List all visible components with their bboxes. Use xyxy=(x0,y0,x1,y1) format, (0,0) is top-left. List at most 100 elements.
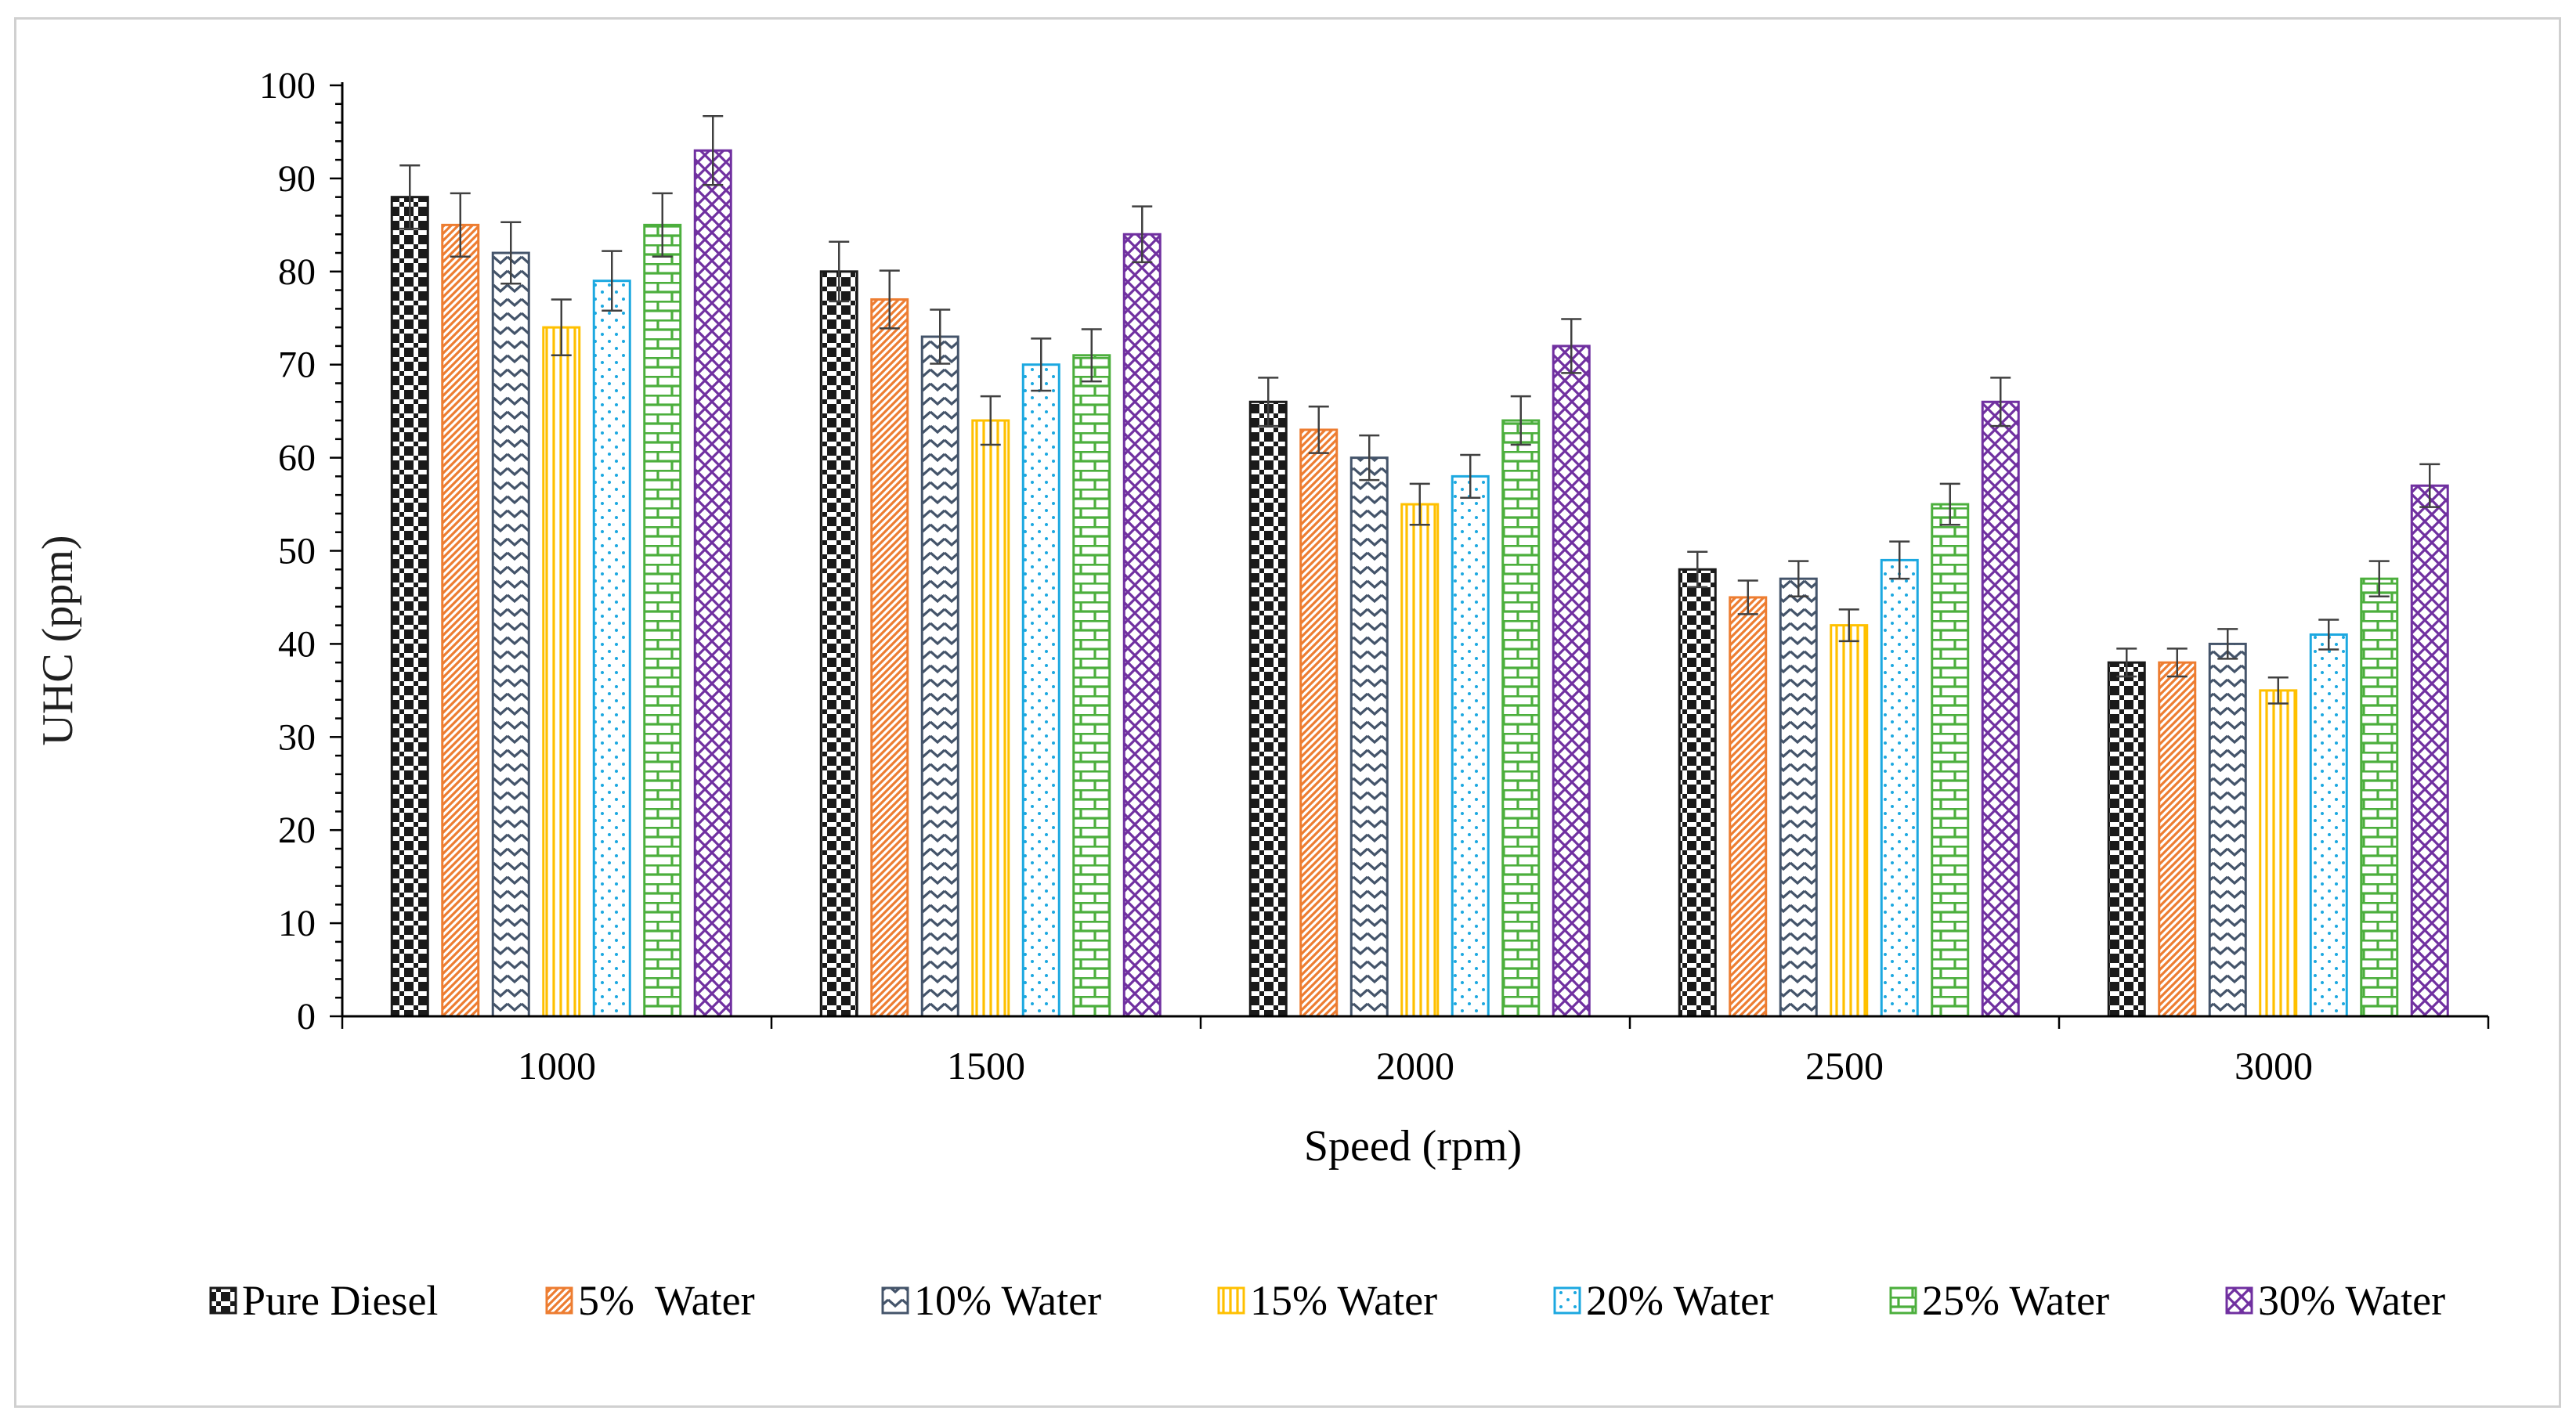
legend-swatch xyxy=(881,1286,909,1315)
category-group-3000 xyxy=(2107,463,2449,1018)
bar-20-water-2500 xyxy=(1880,558,1919,1018)
legend: Pure Diesel 5% Water 10% Water 15% Water 20%… xyxy=(209,1277,2445,1324)
legend-label: 20% Water xyxy=(1586,1277,1773,1324)
bar-5-water-2000 xyxy=(1299,428,1339,1018)
y-tick-label: 10 xyxy=(278,903,316,944)
bar-15-water-1500 xyxy=(971,419,1010,1018)
legend-swatch xyxy=(1553,1286,1581,1315)
legend-label: 15% Water xyxy=(1250,1277,1437,1324)
error-bar xyxy=(2116,648,2137,678)
bar-25-water-1500 xyxy=(1072,354,1111,1018)
y-tick-label: 70 xyxy=(278,345,316,386)
x-tick-label: 2000 xyxy=(1376,1044,1454,1088)
y-tick-label: 50 xyxy=(278,531,316,572)
error-bar xyxy=(1788,560,1809,598)
bar-20-water-2000 xyxy=(1451,474,1490,1018)
bar-5-water-2500 xyxy=(1729,596,1768,1018)
bar-20-water-3000 xyxy=(2309,633,2348,1018)
error-bar xyxy=(1939,482,1960,526)
legend-swatch xyxy=(1217,1286,1245,1315)
legend-label: 25% Water xyxy=(1922,1277,2109,1324)
bar-25-water-2500 xyxy=(1931,503,1970,1018)
error-bar xyxy=(2419,463,2441,508)
bar-25-water-2000 xyxy=(1501,419,1541,1018)
error-bar xyxy=(829,240,850,303)
legend-swatch xyxy=(545,1286,573,1315)
x-axis-title: Speed (rpm) xyxy=(1304,1122,1522,1171)
bar-pure-diesel-2000 xyxy=(1248,400,1288,1018)
bar-5-water-1000 xyxy=(441,223,480,1018)
bar-10-water-3000 xyxy=(2208,642,2247,1018)
bar-5-water-3000 xyxy=(2158,661,2197,1018)
error-bar xyxy=(1258,377,1279,428)
error-bar xyxy=(703,114,724,186)
legend-item: 30% Water xyxy=(2225,1277,2445,1324)
bar-pure-diesel-1000 xyxy=(390,196,429,1018)
error-bar xyxy=(1359,434,1380,482)
error-bar xyxy=(1308,405,1329,454)
bar-10-water-2000 xyxy=(1349,456,1389,1018)
legend-item: 25% Water xyxy=(1889,1277,2109,1324)
error-bar xyxy=(2318,619,2339,651)
bar-pure-diesel-2500 xyxy=(1678,568,1717,1018)
error-bar xyxy=(1031,337,1052,392)
bar-30-water-1500 xyxy=(1122,233,1162,1018)
bar-30-water-3000 xyxy=(2410,484,2449,1018)
bar-15-water-2500 xyxy=(1830,624,1869,1018)
legend-swatch xyxy=(209,1286,237,1315)
bar-20-water-1500 xyxy=(1021,363,1060,1018)
x-tick-label: 1500 xyxy=(947,1044,1025,1088)
bar-25-water-3000 xyxy=(2360,577,2399,1018)
x-tick-label: 1000 xyxy=(518,1044,596,1088)
bar-30-water-1000 xyxy=(693,149,732,1018)
legend-item: 5% Water xyxy=(545,1277,755,1324)
error-bar xyxy=(1737,579,1758,615)
error-bar xyxy=(1561,318,1582,374)
y-tick-label: 100 xyxy=(259,65,316,106)
error-bar xyxy=(1409,482,1430,526)
legend-item: Pure Diesel xyxy=(209,1277,438,1324)
legend-item: 20% Water xyxy=(1553,1277,1773,1324)
error-bar xyxy=(1990,377,2011,428)
y-tick-label: 0 xyxy=(297,996,316,1037)
category-group-1000 xyxy=(390,114,732,1018)
y-tick-label: 20 xyxy=(278,810,316,851)
error-bar xyxy=(399,164,421,230)
bar-30-water-2500 xyxy=(1981,400,2020,1018)
error-bar xyxy=(551,298,572,357)
bar-25-water-1000 xyxy=(643,223,682,1018)
error-bar xyxy=(652,192,673,258)
y-tick-label: 60 xyxy=(278,438,316,479)
error-bar xyxy=(1838,608,1859,643)
bar-10-water-2500 xyxy=(1779,577,1818,1018)
error-bar xyxy=(980,395,1001,446)
bar-15-water-2000 xyxy=(1400,503,1440,1018)
legend-label: 5% Water xyxy=(578,1277,755,1324)
category-group-1500 xyxy=(819,205,1162,1018)
bars xyxy=(390,114,2449,1018)
category-group-2500 xyxy=(1678,377,2020,1018)
error-bar xyxy=(1460,453,1481,499)
x-tick-label: 2500 xyxy=(1805,1044,1884,1088)
bar-30-water-2000 xyxy=(1552,345,1591,1018)
legend-swatch xyxy=(2225,1286,2253,1315)
category-group-2000 xyxy=(1248,318,1591,1018)
legend-label: 30% Water xyxy=(2258,1277,2445,1324)
legend-swatch xyxy=(1889,1286,1917,1315)
bar-pure-diesel-1500 xyxy=(819,270,858,1018)
bar-15-water-1000 xyxy=(542,326,581,1018)
legend-label: Pure Diesel xyxy=(242,1277,438,1324)
error-bar xyxy=(2267,676,2289,705)
error-bar xyxy=(450,192,471,258)
y-axis: 0 10 20 30 40 50 60 70 80 90 100 xyxy=(259,65,344,1037)
bar-20-water-1000 xyxy=(592,280,631,1018)
error-bar xyxy=(879,269,900,330)
y-tick-label: 90 xyxy=(278,158,316,200)
error-bar xyxy=(1687,550,1708,589)
error-bar xyxy=(1510,395,1531,446)
error-bar xyxy=(1132,205,1153,264)
bar-10-water-1500 xyxy=(920,335,959,1018)
error-bar xyxy=(500,221,522,285)
error-bar xyxy=(2217,628,2238,660)
